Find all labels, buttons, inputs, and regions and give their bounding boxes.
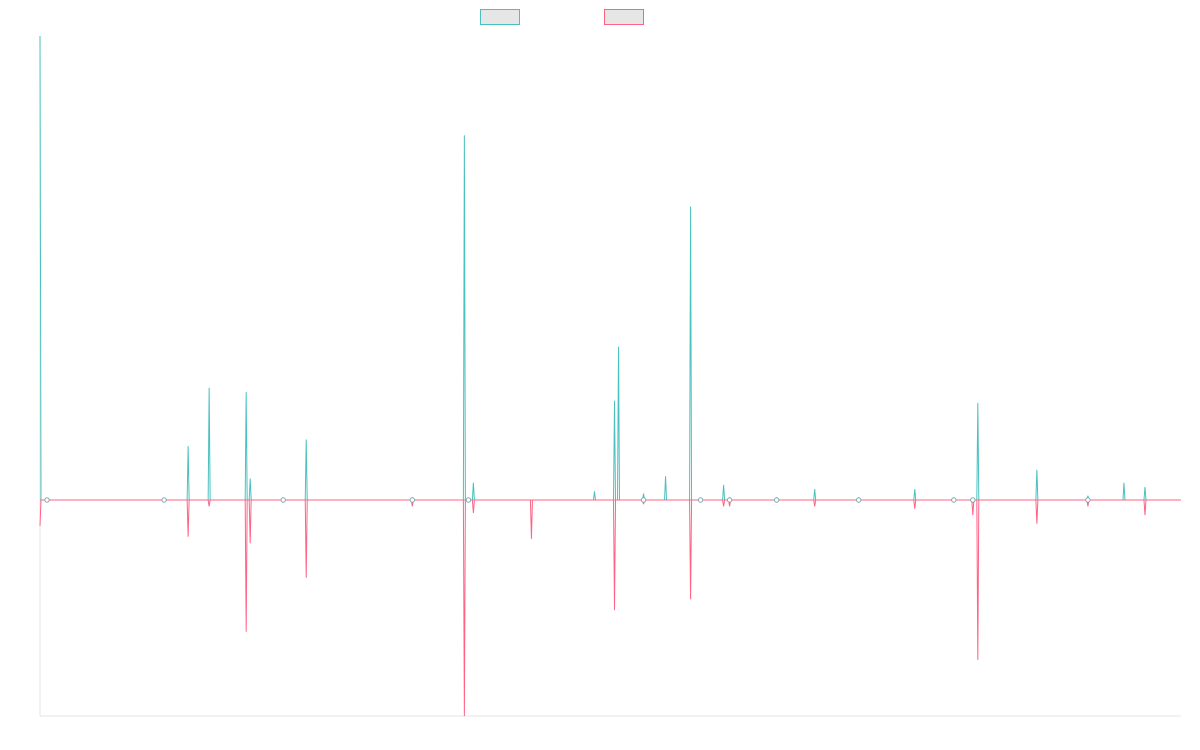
point-marker[interactable] xyxy=(280,497,286,503)
point-marker[interactable] xyxy=(161,497,167,503)
marker-layer xyxy=(44,497,1091,503)
point-marker[interactable] xyxy=(856,497,862,503)
legend-series-2-swatch[interactable] xyxy=(604,9,644,25)
point-marker[interactable] xyxy=(409,497,416,503)
point-marker[interactable] xyxy=(640,497,647,503)
legend-series-1-swatch[interactable] xyxy=(480,9,520,25)
point-marker[interactable] xyxy=(1085,497,1091,503)
series-2-line[interactable] xyxy=(39,499,1181,717)
point-marker[interactable] xyxy=(951,497,957,503)
series-layer xyxy=(39,35,1181,717)
point-marker[interactable] xyxy=(465,497,472,503)
series-1-line[interactable] xyxy=(39,35,1181,501)
point-marker[interactable] xyxy=(773,497,780,503)
point-marker[interactable] xyxy=(697,497,704,503)
point-marker[interactable] xyxy=(44,497,50,503)
point-marker[interactable] xyxy=(970,497,976,503)
point-marker[interactable] xyxy=(726,497,733,503)
